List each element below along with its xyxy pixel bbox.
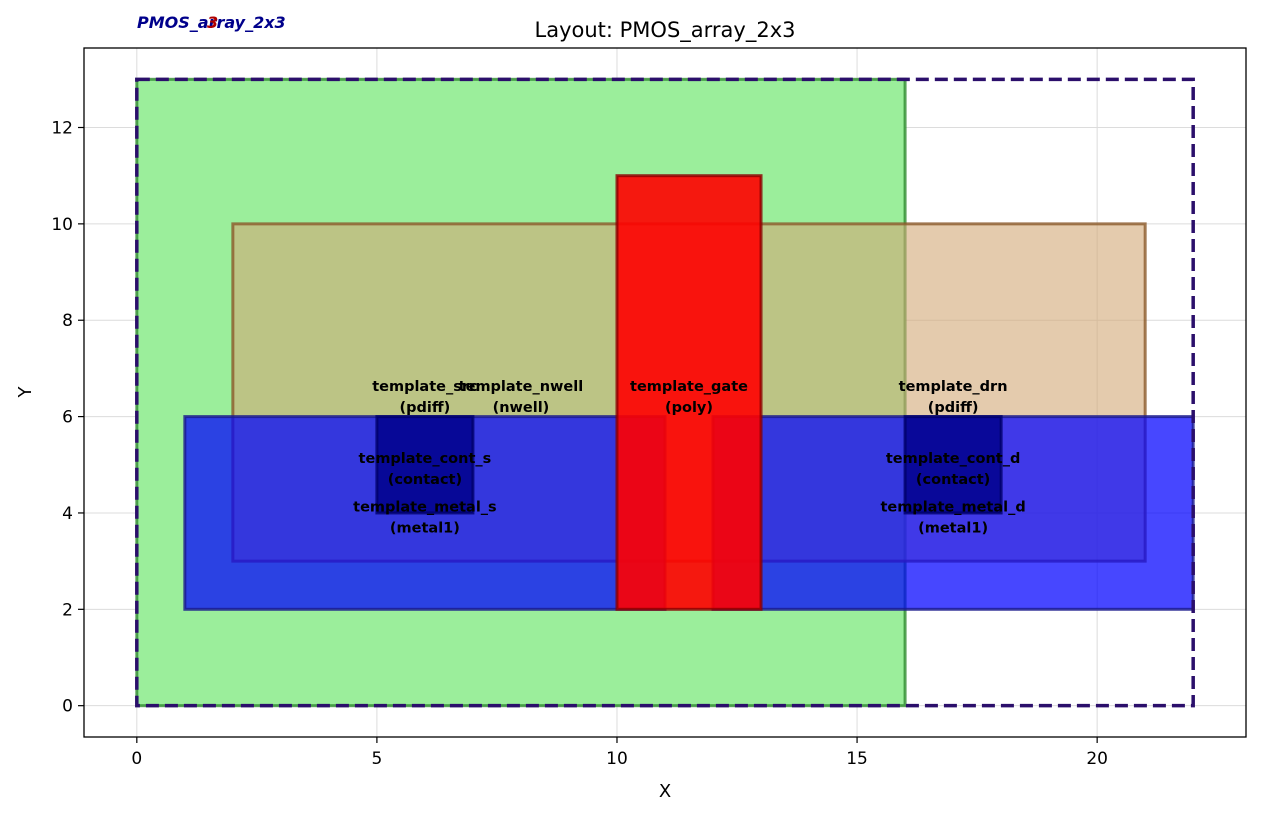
annotation-layer-0: (pdiff)	[400, 400, 451, 416]
annotation-layer-5: (contact)	[916, 472, 990, 488]
y-tick-label-2: 4	[62, 504, 73, 524]
y-tick-label-5: 10	[51, 215, 73, 235]
annotation-name-2: template_gate	[630, 379, 748, 395]
annotation-name-1: template_nwell	[459, 379, 584, 395]
corner-title: PMOS_array_2x3	[137, 13, 286, 32]
layout-shapes	[135, 77, 1195, 708]
annotation-name-6: template_metal_s	[353, 499, 497, 515]
annotation-name-5: template_cont_d	[886, 451, 1020, 467]
y-tick-label-1: 2	[62, 600, 73, 620]
annotation-name-0: template_src	[372, 379, 477, 395]
layout-rect-template-cont-d	[903, 415, 1003, 515]
axes-frame	[83, 47, 1247, 738]
boundary-rect	[135, 77, 1195, 708]
corner-overlap-label: 3	[207, 13, 218, 32]
x-tick-label-0: 0	[131, 749, 142, 769]
axis-ticks: 0 5 10 15 20 0 2 4 6 8 10 12	[51, 119, 1108, 770]
x-tick-label-2: 10	[606, 749, 628, 769]
x-tick-label-1: 5	[371, 749, 382, 769]
annotation-name-4: template_cont_s	[359, 451, 492, 467]
cell-boundary	[135, 77, 1195, 708]
x-tick-label-3: 15	[846, 749, 868, 769]
annotation-name-7: template_metal_d	[880, 499, 1025, 515]
y-tick-label-4: 8	[62, 311, 73, 331]
y-tick-label-0: 0	[62, 697, 73, 717]
y-tick-label-6: 12	[51, 119, 73, 139]
x-tick-label-4: 20	[1086, 749, 1108, 769]
annotation-name-3: template_drn	[899, 379, 1008, 395]
layout-rect-template-gate	[615, 174, 763, 611]
x-axis-label: X	[659, 781, 671, 802]
annotation-layer-2: (poly)	[665, 400, 713, 416]
layout-rect-template-cont-s	[375, 415, 475, 515]
shape-annotations: template_src (pdiff) template_nwell (nwell)…	[353, 379, 1026, 536]
annotation-layer-7: (metal1)	[918, 520, 988, 536]
y-tick-label-3: 6	[62, 408, 73, 428]
chart-title: Layout: PMOS_array_2x3	[535, 18, 796, 43]
annotation-layer-3: (pdiff)	[928, 400, 979, 416]
annotation-layer-1: (nwell)	[493, 400, 550, 416]
y-axis-label: Y	[15, 386, 36, 399]
annotation-layer-6: (metal1)	[390, 520, 460, 536]
annotation-layer-4: (contact)	[388, 472, 462, 488]
